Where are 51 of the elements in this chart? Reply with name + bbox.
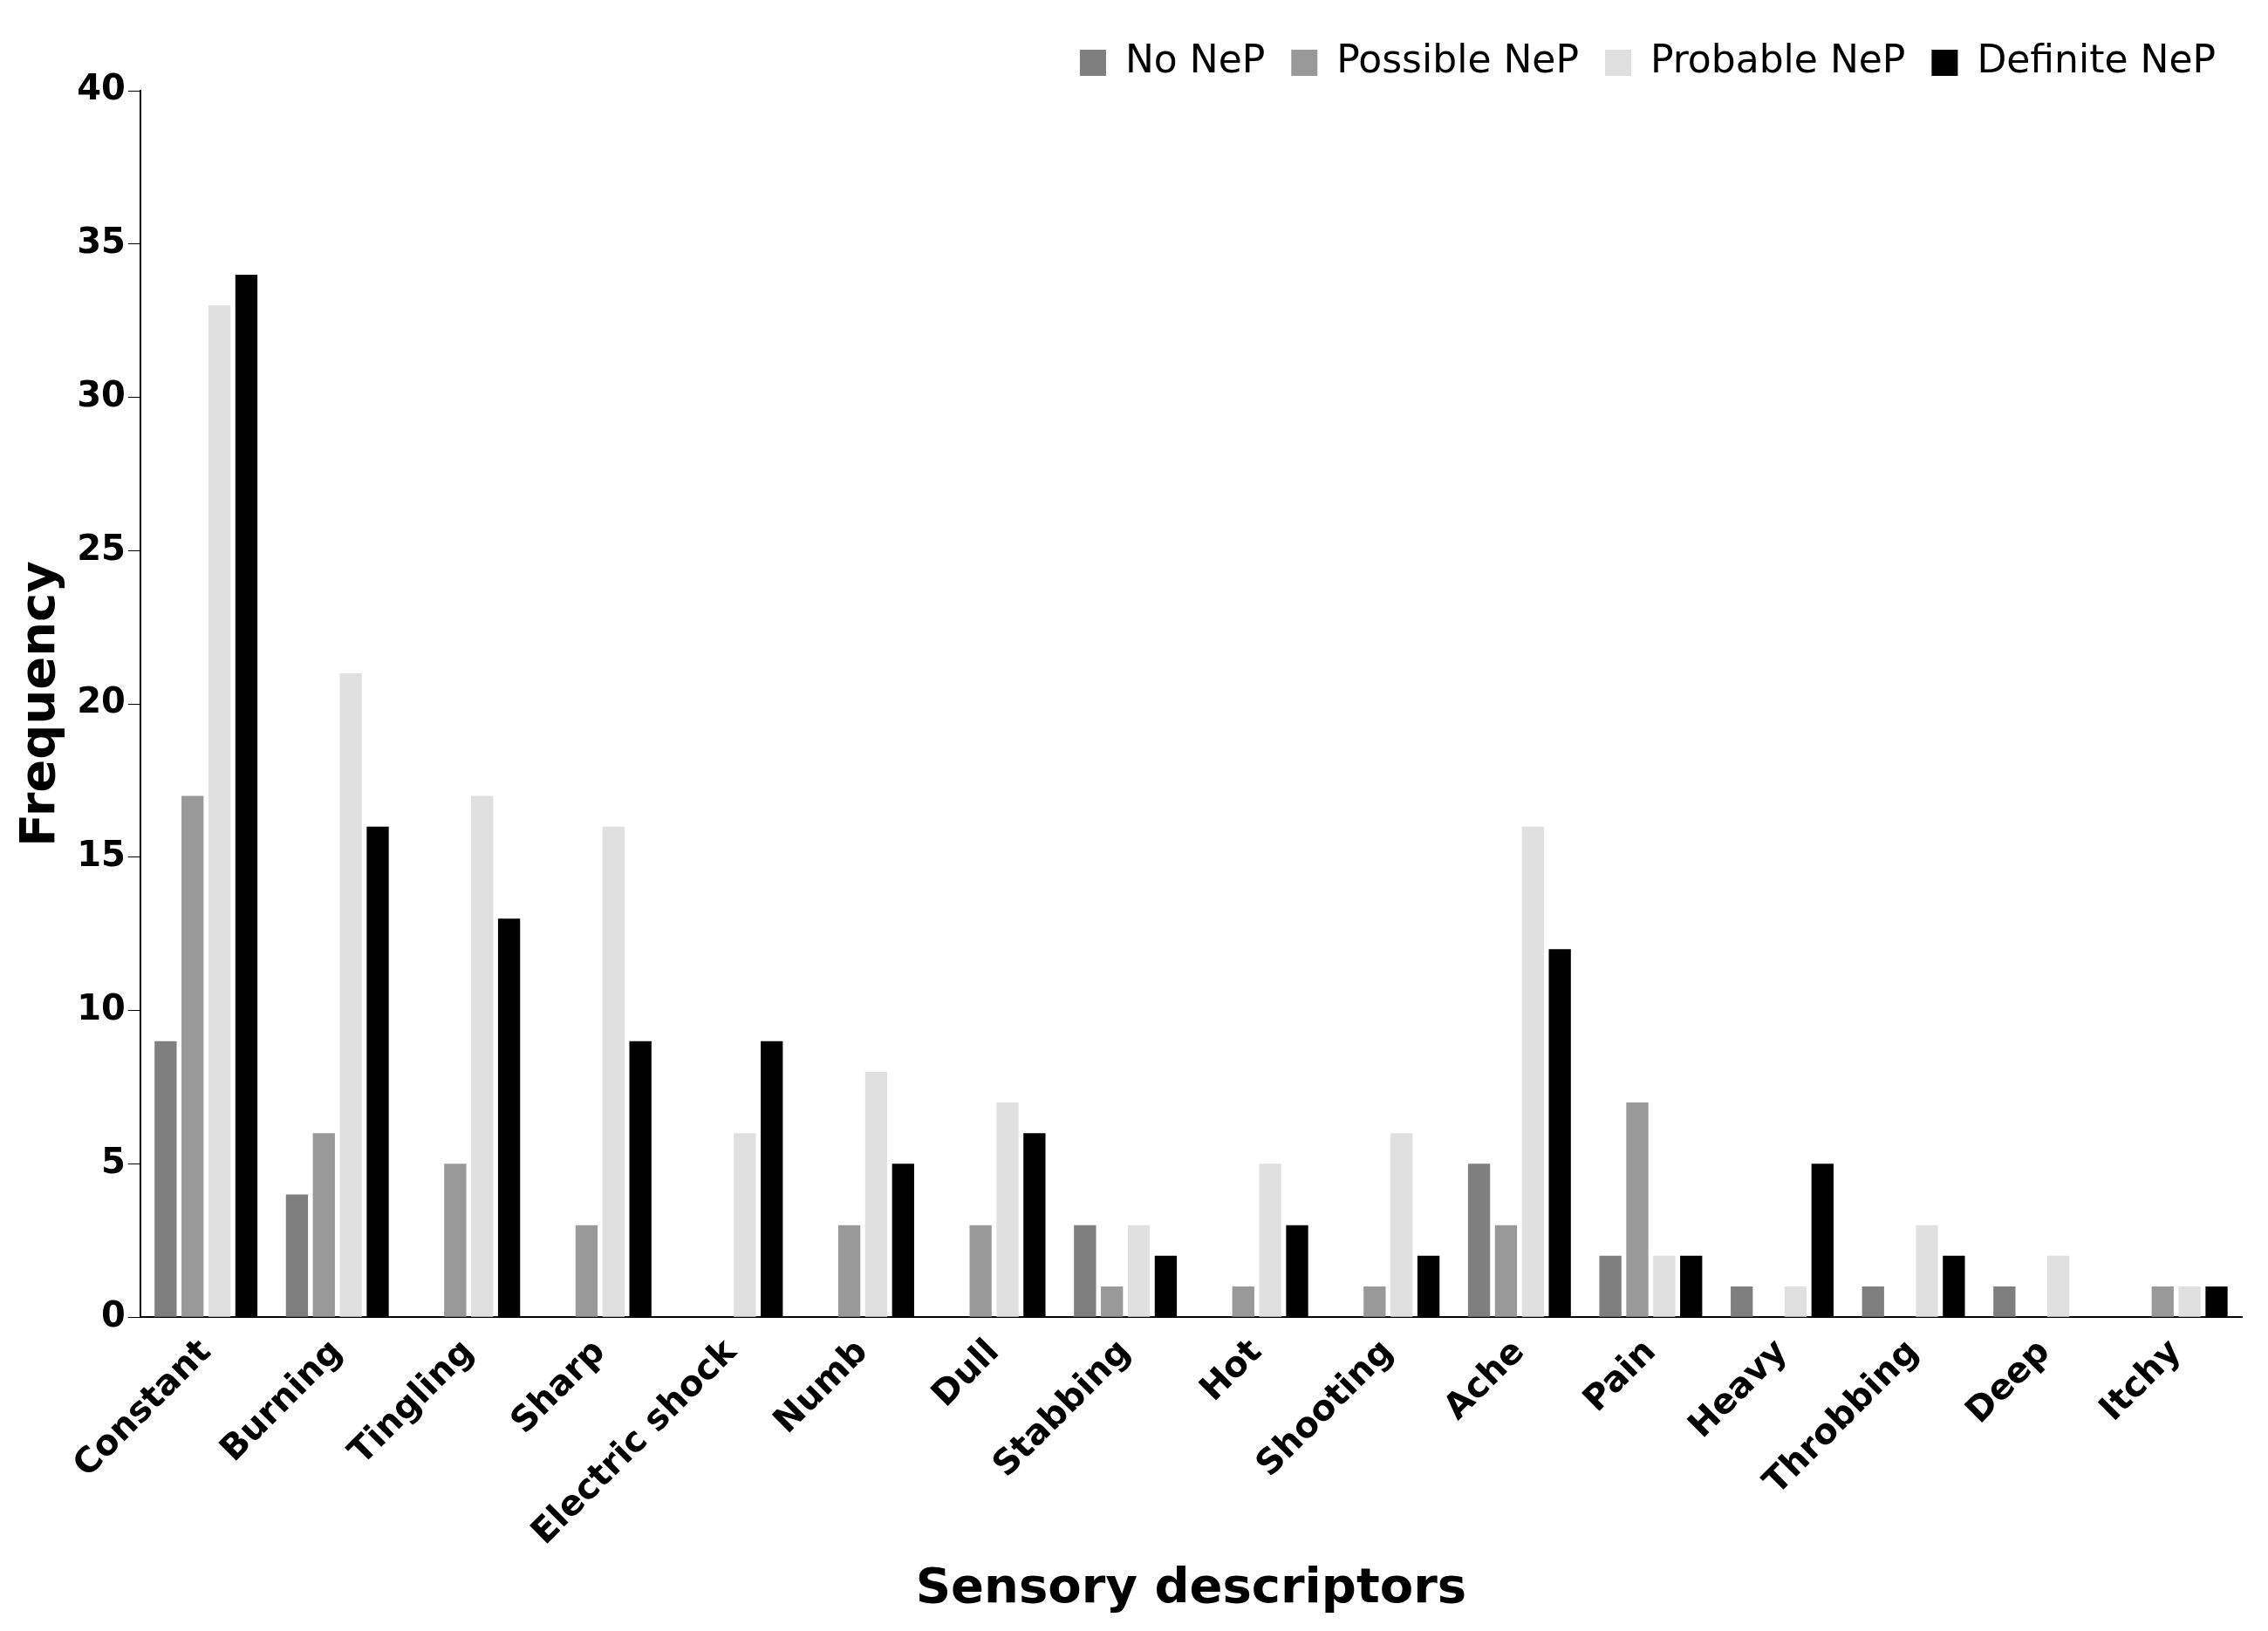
- bar: [1074, 1225, 1096, 1317]
- bar: [1232, 1286, 1254, 1317]
- bar: [471, 795, 494, 1317]
- bar: [1916, 1225, 1938, 1317]
- bar: [181, 795, 204, 1317]
- bar: [444, 1164, 467, 1317]
- y-tick-label: 0: [101, 1293, 126, 1334]
- y-tick-label: 25: [77, 527, 126, 568]
- bar: [1653, 1255, 1676, 1317]
- y-tick-label: 35: [77, 221, 126, 262]
- bar: [734, 1133, 756, 1317]
- bar: [864, 1071, 888, 1317]
- bar: [312, 1133, 335, 1317]
- bar: [285, 1194, 309, 1317]
- y-tick-label: 20: [77, 680, 126, 721]
- bar: [1731, 1286, 1753, 1317]
- y-axis-title: Frequency: [9, 561, 66, 847]
- y-tick-label: 30: [77, 373, 126, 414]
- bar: [1101, 1286, 1124, 1317]
- bar: [1626, 1102, 1649, 1317]
- bar: [1390, 1133, 1413, 1317]
- bar: [1993, 1286, 2016, 1317]
- bar: [2151, 1286, 2174, 1317]
- y-tick-label: 15: [77, 834, 126, 875]
- bar: [602, 826, 625, 1317]
- bar: [1784, 1286, 1807, 1317]
- bar: [1259, 1164, 1281, 1317]
- bar: [2046, 1255, 2070, 1317]
- legend-label: No NeP: [1124, 37, 1266, 82]
- legend-label: Definite NeP: [1977, 37, 2217, 82]
- bar: [996, 1102, 1019, 1317]
- y-tick-label: 5: [101, 1140, 126, 1181]
- bar: [1494, 1225, 1518, 1317]
- bar: [208, 305, 231, 1317]
- bar: [575, 1225, 598, 1317]
- y-tick-label: 40: [77, 67, 126, 108]
- bar: [1599, 1255, 1622, 1317]
- bar: [1127, 1225, 1151, 1317]
- bar: [837, 1225, 861, 1317]
- bar: [1467, 1164, 1491, 1317]
- bar: [1862, 1286, 1884, 1317]
- bar: [339, 672, 362, 1317]
- legend-label: Probable NeP: [1650, 37, 1906, 82]
- bar: [1363, 1286, 1386, 1317]
- bar: [154, 1041, 177, 1317]
- bar: [1521, 826, 1544, 1317]
- bar: [2178, 1286, 2201, 1317]
- legend-label: Possible NeP: [1336, 37, 1579, 82]
- bar: [969, 1225, 992, 1317]
- x-axis-title: Sensory descriptors: [915, 1556, 1467, 1614]
- y-tick-label: 10: [77, 986, 126, 1027]
